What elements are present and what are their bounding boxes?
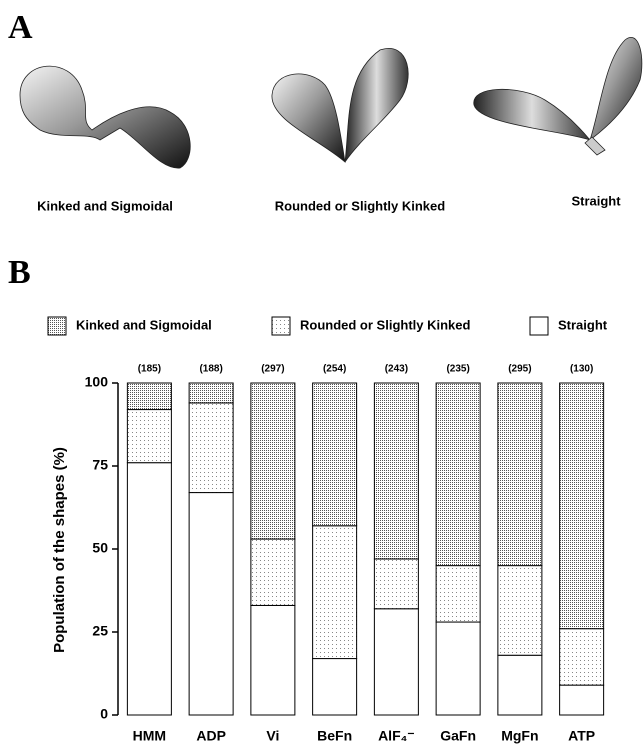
bar-segment (560, 383, 604, 629)
count-label: (130) (570, 364, 593, 375)
x-tick-label: Vi (266, 728, 279, 744)
bar-segment (436, 383, 480, 566)
legend-swatch (530, 317, 548, 335)
y-tick-label: 100 (85, 374, 109, 390)
y-axis-label: Population of the shapes (%) (51, 447, 68, 653)
shape-straight (474, 37, 642, 155)
bar-segment (436, 622, 480, 715)
y-tick-label: 0 (100, 706, 108, 722)
bar-segment (313, 383, 357, 526)
x-tick-label: HMM (133, 728, 166, 744)
bar-segment (374, 559, 418, 609)
bar-segment (251, 605, 295, 715)
count-label: (297) (261, 364, 284, 375)
figure: A Kinked and Sigmoidal Rounded or Slight… (0, 0, 643, 752)
y-tick-label: 25 (92, 623, 108, 639)
legend-label: Straight (558, 317, 608, 332)
bar-segment (498, 655, 542, 715)
count-label: (295) (508, 364, 531, 375)
panel-label: B (8, 254, 31, 291)
x-tick-label: BeFn (317, 728, 352, 744)
x-tick-label: AlF₄⁻ (378, 728, 415, 744)
x-tick-label: ATP (568, 728, 595, 744)
bar-segment (374, 609, 418, 715)
x-tick-label: GaFn (440, 728, 476, 744)
count-label: (243) (385, 364, 408, 375)
count-label: (254) (323, 364, 346, 375)
shape-kinked (20, 66, 190, 168)
legend-label: Kinked and Sigmoidal (76, 317, 212, 332)
legend-swatch (48, 317, 66, 335)
y-tick-label: 50 (92, 540, 108, 556)
shape-rounded (272, 48, 408, 162)
bar-segment (498, 383, 542, 566)
bar-segment (127, 463, 171, 715)
bar-segment (189, 493, 233, 715)
bar-segment (436, 566, 480, 622)
x-tick-label: MgFn (501, 728, 538, 744)
bar-segment (560, 685, 604, 715)
bar-segment (189, 383, 233, 403)
y-tick-label: 75 (92, 457, 108, 473)
bar-segment (374, 383, 418, 559)
x-tick-label: ADP (196, 728, 226, 744)
legend-label: Rounded or Slightly Kinked (300, 317, 471, 332)
shape-caption: Rounded or Slightly Kinked (275, 198, 446, 213)
bar-segment (313, 659, 357, 715)
count-label: (235) (446, 364, 469, 375)
shape-caption: Kinked and Sigmoidal (37, 198, 173, 213)
bar-segment (127, 383, 171, 410)
bar-segment (313, 526, 357, 659)
panel-label: A (8, 9, 33, 46)
bar-segment (251, 383, 295, 539)
bar-segment (498, 566, 542, 656)
bar-segment (127, 410, 171, 463)
bar-segment (251, 539, 295, 605)
count-label: (188) (199, 364, 222, 375)
shape-caption: Straight (571, 193, 621, 208)
legend-swatch (272, 317, 290, 335)
count-label: (185) (138, 364, 161, 375)
bar-segment (189, 403, 233, 493)
bar-segment (560, 629, 604, 685)
